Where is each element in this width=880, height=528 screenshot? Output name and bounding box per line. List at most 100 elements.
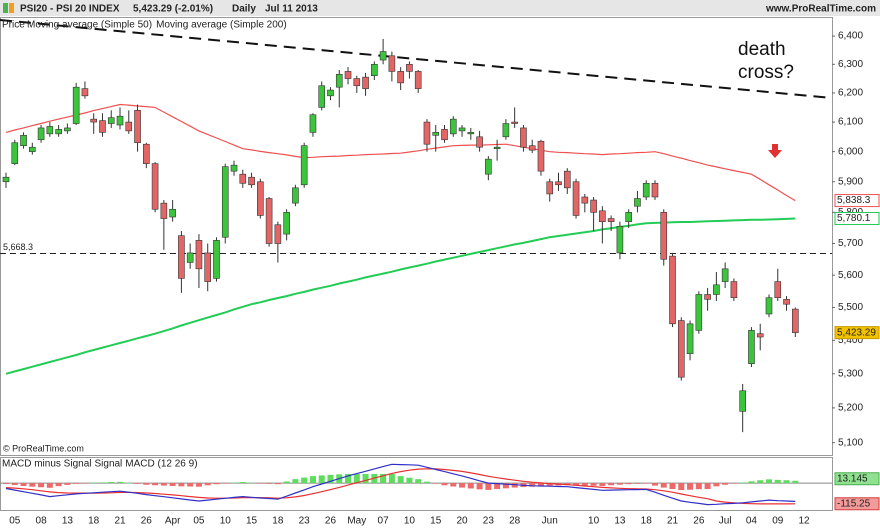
macd-hist-bar [546,483,553,486]
candle-body [265,198,273,244]
x-tick-label: May [347,516,366,527]
candle-body [651,182,659,198]
x-tick-label: 15 [246,516,258,527]
y-tick-label: 6,400 [838,31,863,42]
macd-hist-bar [64,483,71,485]
header-bar [0,0,880,16]
candle-body [283,212,290,235]
x-tick-label: 09 [772,516,784,527]
plot-frame [0,17,833,456]
macd-hist-bar [739,482,746,484]
macd-hist-bar [581,483,588,486]
macd-hist-bar [678,483,685,491]
candle-body [695,294,703,331]
x-tick-label: 28 [509,516,521,527]
candle-body [20,135,27,146]
macd-hist-bar [722,483,729,485]
footer: © ProRealTime.com [3,443,84,453]
x-tick-label: 26 [693,516,705,527]
quote: 5,423.29 (-2.01%) [133,4,213,15]
macd-hist-bar [134,483,141,484]
x-tick-label: 10 [404,516,416,527]
candle-body [37,127,45,141]
moving-average [5,103,796,202]
macd-hist-bar [187,483,194,487]
candle-body [292,187,299,204]
annotation: death cross? [738,39,794,83]
macd-hist-bar [222,483,229,484]
macd-hist-bar [467,483,474,489]
candle-body [590,199,597,213]
macd-hist-bar [152,483,159,486]
macd-hist-bar [90,482,97,484]
macd-hist-bar [476,483,483,490]
macd-hist-bar [573,483,580,486]
macd-hist-bar [450,483,457,487]
price-last-label-box [834,326,880,340]
signal-arrow [768,144,782,158]
candle-body [160,202,168,219]
macd-hist-bar [660,483,667,488]
candle-body [563,170,571,189]
candle-body [90,118,97,123]
x-tick-label: 12 [799,516,811,527]
candle-body [677,320,685,378]
y-tick-label: 6,000 [838,146,863,157]
x-tick-label: 10 [588,516,600,527]
candle-body [581,196,589,204]
macd-line [5,463,796,506]
candle-body [616,226,624,254]
candle-body [151,163,159,210]
candle-body [713,284,720,295]
x-tick-label: 21 [667,516,679,527]
y-tick-label: 5,600 [838,270,863,281]
candle-body [195,240,203,270]
macd-hist-bar [38,483,45,488]
x-tick-label: 13 [614,516,626,527]
candle-body [11,142,19,164]
candle-body [379,51,387,61]
candle-body [99,120,106,133]
macd-hist-bar [160,483,167,486]
macd-hist-bar [625,483,632,485]
x-tick-label: 07 [378,516,390,527]
hist-last-label: 13.145 [837,473,868,484]
x-tick-label: 26 [141,516,153,527]
candle-body [467,132,475,135]
macd-hist-bar [125,482,132,484]
macd-hist-bar [757,480,764,484]
x-tick-label: 23 [299,516,311,527]
candle-body [739,390,746,412]
candle-body [607,218,615,222]
legend-item: Moving average (Simple 50) [27,20,152,31]
candle-body [388,55,396,72]
candle-body [107,117,115,124]
y-tick-label: 5,700 [838,238,863,249]
date: Jul 11 2013 [265,4,318,15]
signal-last-label: -115.25 [837,498,871,509]
macd-hist-bar [213,483,220,485]
candle-body [660,212,668,260]
candle-body [230,164,238,172]
candle-body [625,212,632,222]
candle-body [125,121,133,132]
macd-hist-bar [529,483,536,487]
candle-body [318,85,326,108]
candle-body [55,129,62,135]
candle-body [730,281,738,299]
icon [9,3,14,13]
macd-hist-bar [169,483,176,486]
macd-hist-bar [406,477,413,484]
macd-hist-bar [634,483,641,484]
moving-average [5,217,796,375]
macd-hist-bar [29,483,36,487]
candle-body [116,115,124,126]
candle-body [213,240,220,279]
y-tick-label: 5,500 [838,302,863,313]
macd-hist-bar [99,482,106,484]
candle-body [221,166,229,238]
macd-hist-bar [239,482,246,484]
macd-hist-bar [292,479,299,484]
x-tick-label: 21 [114,516,126,527]
